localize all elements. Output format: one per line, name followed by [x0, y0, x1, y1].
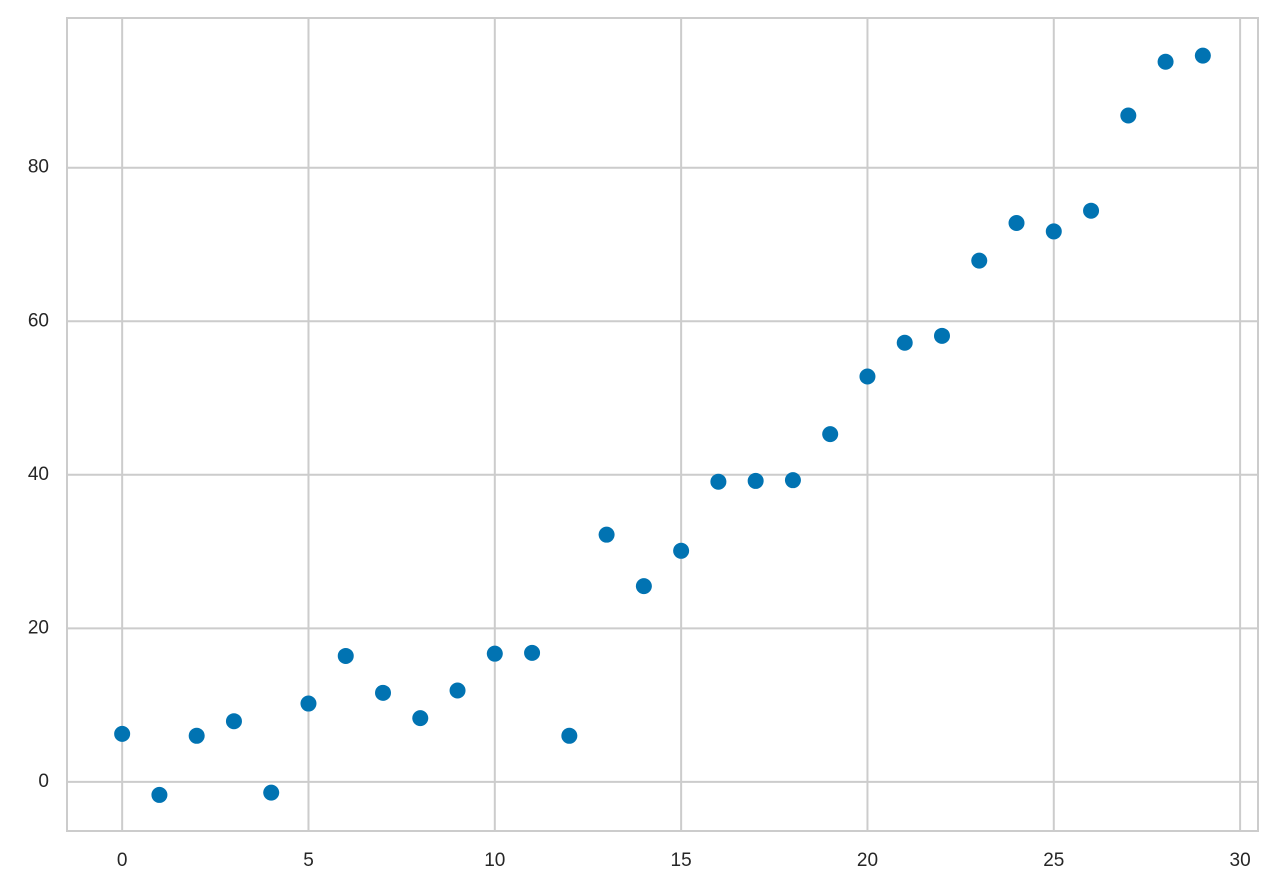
point: [151, 786, 168, 803]
plot-frame: [66, 17, 1259, 832]
point: [822, 426, 839, 443]
point: [673, 542, 690, 559]
y-tick-label: 80: [28, 157, 49, 178]
point: [635, 578, 652, 595]
x-tick-label: 25: [1043, 850, 1064, 871]
point: [784, 472, 801, 489]
point: [524, 644, 541, 661]
point: [449, 682, 466, 699]
y-tick-label: 20: [28, 617, 49, 638]
y-tick-label: 60: [28, 310, 49, 331]
point: [412, 710, 429, 727]
point: [337, 647, 354, 664]
point: [747, 472, 764, 489]
point: [263, 784, 280, 801]
point: [486, 645, 503, 662]
x-tick-label: 15: [671, 850, 692, 871]
point: [300, 695, 317, 712]
point: [561, 727, 578, 744]
point: [1045, 223, 1062, 240]
point: [1157, 53, 1174, 70]
point: [710, 473, 727, 490]
point: [971, 252, 988, 269]
point: [225, 713, 242, 730]
point: [375, 684, 392, 701]
point: [859, 368, 876, 385]
point: [1008, 214, 1025, 231]
y-tick-label: 0: [38, 771, 49, 792]
point: [114, 725, 131, 742]
x-tick-label: 5: [303, 850, 314, 871]
point: [933, 327, 950, 344]
x-tick-label: 20: [857, 850, 878, 871]
x-tick-label: 30: [1230, 850, 1251, 871]
point: [1083, 202, 1100, 219]
point: [188, 727, 205, 744]
point: [598, 526, 615, 543]
point: [896, 334, 913, 351]
point: [1120, 107, 1137, 124]
point: [1194, 47, 1211, 64]
x-tick-label: 0: [117, 850, 128, 871]
y-tick-label: 40: [28, 464, 49, 485]
x-tick-label: 10: [484, 850, 505, 871]
